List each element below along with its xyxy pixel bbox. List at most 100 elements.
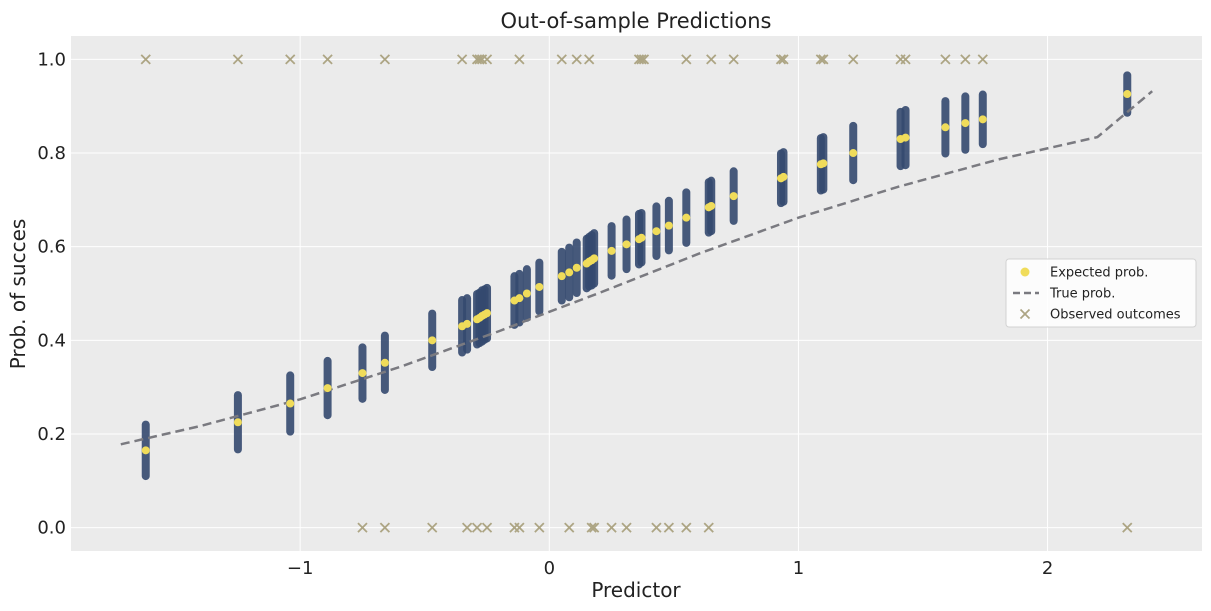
observed-outcome-1 (728, 54, 739, 65)
expected-prob-point (961, 119, 970, 128)
observed-x-stroke (651, 522, 662, 533)
expected-prob-point (664, 221, 673, 230)
observed-outcome-0 (589, 522, 600, 533)
expected-prob-point (463, 319, 472, 328)
expected-prob-point (483, 309, 492, 318)
expected-prob-point (522, 289, 531, 298)
expected-prob-point (590, 254, 599, 263)
observed-x-stroke (815, 54, 826, 65)
observed-outcome-0 (471, 522, 483, 533)
observed-outcome-0 (681, 522, 692, 533)
observed-x-stroke (586, 522, 597, 533)
observed-x-stroke (818, 54, 829, 65)
expected-prob-point (637, 233, 646, 242)
expected-prob-point (557, 272, 566, 281)
observed-outcome-0 (703, 522, 714, 533)
observed-outcome-1 (775, 54, 787, 65)
y-tick-label: 0.0 (37, 518, 66, 539)
observed-outcome-0 (379, 522, 391, 533)
expected-prob-point (819, 159, 828, 168)
observed-x-stroke (621, 522, 632, 533)
observed-x-stroke (584, 54, 595, 65)
observed-outcome-1 (900, 54, 911, 65)
observed-x-stroke (606, 522, 617, 533)
expected-prob-point (141, 446, 150, 455)
observed-x-stroke (638, 54, 650, 65)
x-tick-label: 0 (544, 558, 555, 579)
y-tick-label: 0.8 (37, 143, 66, 164)
expected-prob-point (323, 384, 332, 393)
observed-outcome-0 (481, 522, 493, 533)
observed-x-stroke (456, 54, 468, 65)
observed-outcome-0 (564, 522, 575, 533)
observed-outcome-1 (778, 54, 789, 65)
observed-outcome-1 (638, 54, 650, 65)
legend-label-expected: Expected prob. (1050, 266, 1148, 281)
observed-outcome-1 (571, 54, 582, 65)
observed-x-stroke (379, 54, 391, 65)
expected-prob-point (358, 369, 367, 378)
expected-prob-point (607, 246, 616, 255)
observed-outcome-1 (379, 54, 391, 65)
observed-x-stroke (940, 54, 951, 65)
expected-prob-point (565, 268, 574, 277)
expected-prob-point (622, 240, 631, 249)
observed-outcome-0 (514, 522, 525, 533)
observed-x-stroke (379, 522, 391, 533)
legend-x-marker (1019, 308, 1031, 320)
x-tick-label: 1 (793, 558, 804, 579)
observed-x-stroke (848, 54, 859, 65)
expected-prob-point (707, 201, 716, 210)
observed-outcome-1 (960, 54, 971, 65)
observed-x-stroke (461, 522, 473, 533)
y-tick-label: 0.4 (37, 330, 66, 351)
observed-x-stroke (556, 54, 567, 65)
observed-outcome-0 (1122, 522, 1133, 533)
observed-x-stroke (706, 54, 717, 65)
expected-prob-point (652, 227, 661, 236)
true-prob-line (120, 90, 1154, 446)
observed-outcome-0 (651, 522, 662, 533)
observed-x-stroke (514, 522, 525, 533)
expected-prob-point (1123, 90, 1132, 99)
expected-prob-point (849, 149, 858, 158)
observed-outcome-1 (818, 54, 829, 65)
legend-marker-observed (1019, 308, 1031, 320)
observed-outcome-0 (357, 522, 368, 533)
observed-x-stroke (474, 54, 485, 65)
observed-outcome-0 (663, 522, 675, 533)
observed-x-stroke (514, 54, 525, 65)
observed-x-stroke (1122, 522, 1133, 533)
observed-outcome-0 (534, 522, 545, 533)
observed-x-stroke (357, 522, 368, 533)
observed-x-stroke (778, 54, 789, 65)
x-tick-label: −1 (287, 558, 314, 579)
legend: Expected prob. True prob. Observed outco… (1005, 258, 1197, 328)
expected-prob-point (286, 399, 295, 408)
expected-prob-point (901, 133, 910, 142)
observed-x-stroke (1019, 308, 1031, 320)
observed-x-stroke (900, 54, 911, 65)
y-tick-label: 1.0 (37, 49, 66, 70)
expected-prob-point (535, 282, 544, 291)
expected-prob-point (729, 192, 738, 201)
expected-prob-point (978, 115, 987, 124)
observed-outcome-1 (940, 54, 951, 65)
observed-outcome-1 (681, 54, 692, 65)
observed-x-stroke (427, 522, 438, 533)
observed-outcome-1 (815, 54, 826, 65)
grid (71, 36, 1202, 551)
observed-x-stroke (481, 522, 493, 533)
expected-prob-point (515, 294, 524, 303)
observed-x-stroke (471, 522, 483, 533)
observed-x-stroke (232, 54, 244, 65)
observed-outcome-1 (481, 54, 493, 65)
observed-x-stroke (322, 54, 333, 65)
x-axis-title: Predictor (591, 578, 681, 602)
expected-prob-point (941, 123, 950, 132)
observed-outcome-1 (514, 54, 525, 65)
observed-outcome-1 (556, 54, 567, 65)
legend-marker-expected (1020, 267, 1030, 277)
observed-x-stroke (681, 522, 692, 533)
